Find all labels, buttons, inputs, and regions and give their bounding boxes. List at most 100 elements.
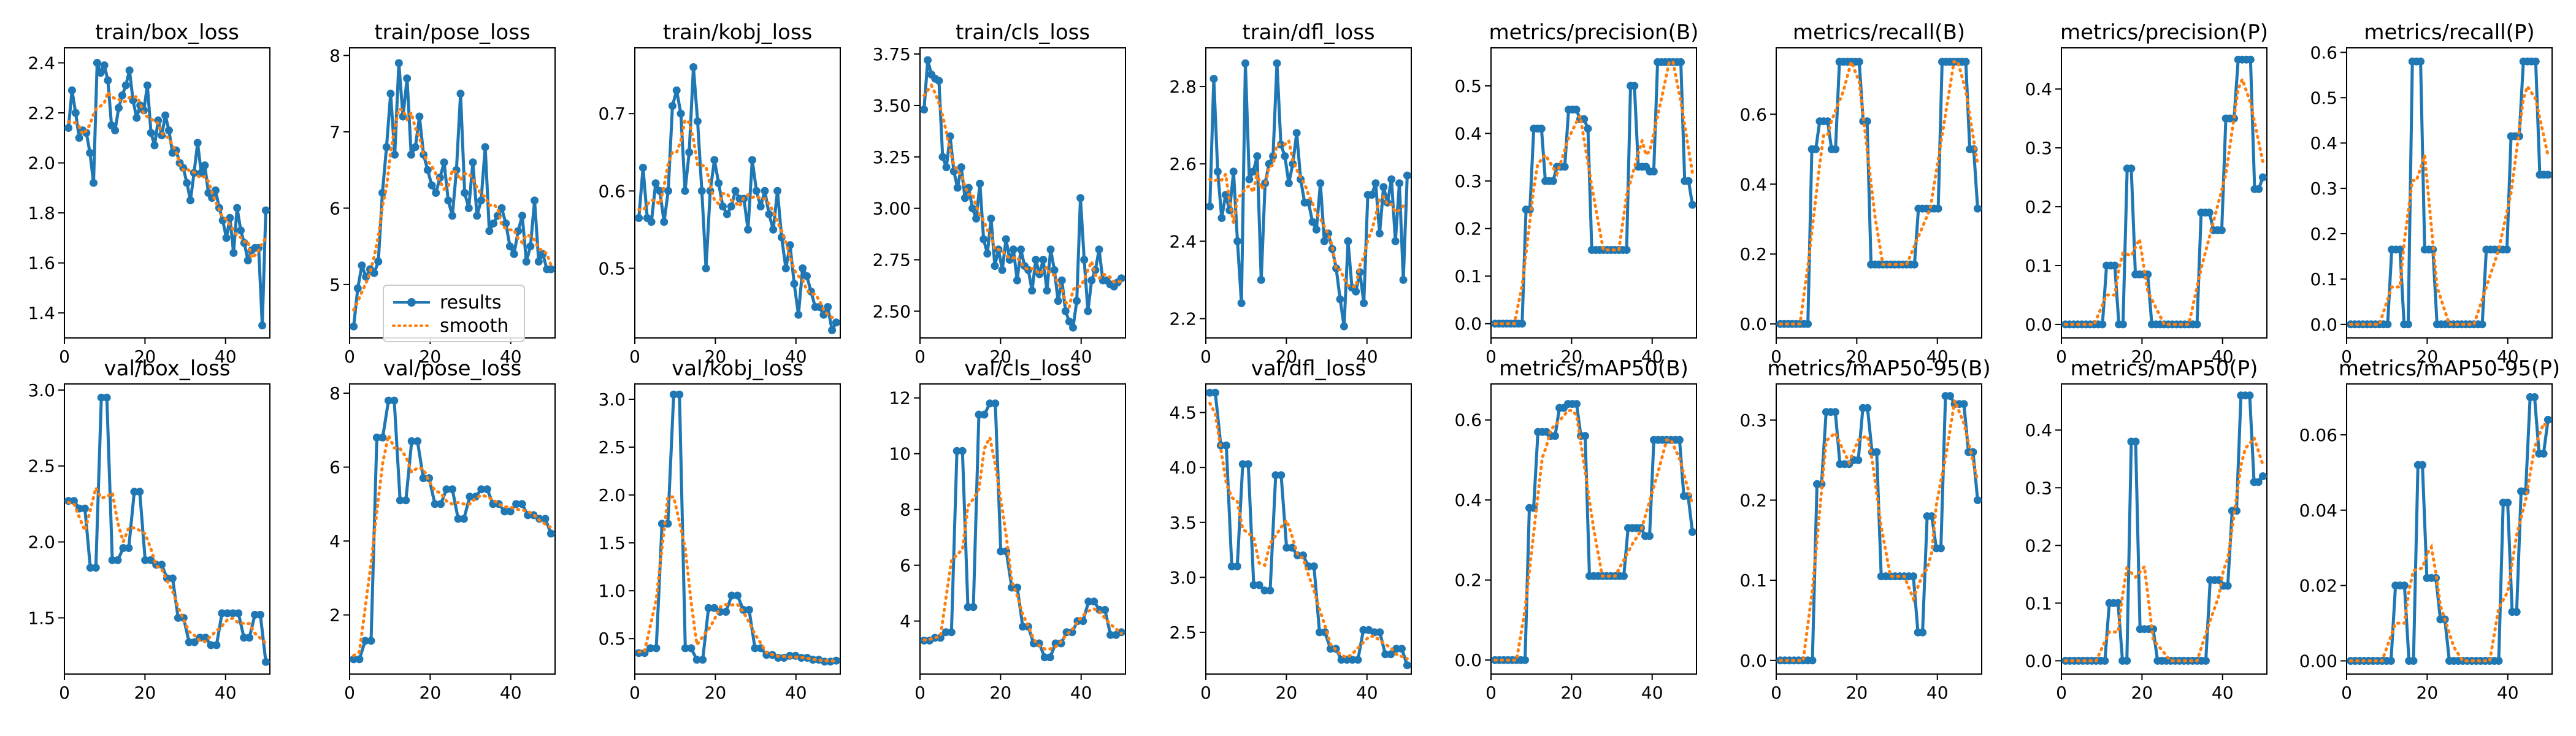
results-point: [1054, 297, 1062, 305]
results-point: [675, 390, 684, 399]
results-point: [427, 181, 436, 190]
results-point: [2531, 393, 2539, 401]
results-point: [541, 515, 550, 523]
results-point: [2417, 57, 2425, 66]
results-point: [432, 189, 440, 197]
results-point: [727, 202, 735, 211]
results-point: [1315, 628, 1324, 637]
results-point: [2131, 437, 2140, 446]
results-point: [1213, 167, 1222, 176]
results-point: [1376, 628, 1384, 637]
axes-frame: [349, 383, 556, 675]
results-point: [534, 258, 543, 266]
results-point: [86, 148, 94, 157]
results-point: [920, 105, 929, 114]
x-tick-label: 0: [1485, 347, 1497, 367]
results-point: [991, 399, 1000, 408]
results-point: [986, 399, 994, 408]
x-tick-label: 20: [705, 347, 727, 367]
results-point: [506, 507, 515, 516]
x-tick-label: 20: [420, 683, 442, 703]
results-point: [1549, 177, 1557, 185]
results-point: [1946, 392, 1954, 401]
chart-title: val/pose_loss: [383, 356, 522, 381]
results-point: [752, 186, 761, 195]
results-point: [130, 488, 139, 496]
y-tick-label: 0.7: [598, 104, 626, 124]
results-point: [1688, 201, 1696, 209]
results-point: [374, 258, 383, 266]
results-point: [415, 112, 424, 121]
chart-panel: val/pose_loss 0 20 40 2 4 6 8: [329, 356, 556, 703]
results-point: [832, 318, 840, 327]
results-point: [1649, 167, 1658, 176]
smooth-line: [2349, 421, 2550, 662]
y-tick-label: 0.0: [1739, 651, 1767, 671]
results-point: [1873, 448, 1881, 456]
results-point: [1068, 628, 1076, 637]
axes-frame: [2061, 383, 2267, 675]
x-tick-label: 20: [1276, 683, 1298, 703]
results-point: [1249, 167, 1257, 176]
smooth-line: [2064, 434, 2264, 662]
results-point: [1919, 628, 1927, 637]
axes-frame: [64, 47, 270, 339]
chart-title: train/cls_loss: [956, 20, 1090, 45]
chart-title: metrics/recall(P): [2364, 20, 2534, 45]
results-point: [413, 437, 422, 445]
results-point: [1403, 171, 1411, 180]
results-point: [2531, 57, 2540, 66]
results-point: [207, 641, 215, 650]
results-point: [722, 608, 730, 616]
results-point: [497, 204, 506, 212]
results-point: [672, 86, 681, 94]
results-point: [832, 656, 840, 665]
y-tick-label: 12: [889, 388, 911, 408]
results-point: [2098, 320, 2107, 329]
results-point: [697, 186, 706, 195]
y-tick-label: 6: [329, 198, 340, 218]
results-point: [2383, 320, 2392, 329]
y-tick-label: 3.0: [598, 389, 626, 410]
results-point: [91, 564, 100, 572]
results-point: [1336, 295, 1344, 304]
x-tick-label: 40: [1070, 347, 1092, 367]
chart-title: metrics/precision(P): [2060, 20, 2268, 45]
results-point: [972, 214, 981, 223]
results-point: [102, 393, 111, 402]
results-point: [2386, 657, 2395, 665]
results-point: [1308, 218, 1317, 226]
y-tick-label: 2.2: [28, 103, 55, 123]
results-point: [201, 634, 210, 642]
results-point: [2502, 245, 2511, 254]
results-point: [104, 76, 112, 85]
results-point: [261, 206, 270, 215]
smooth-line: [922, 82, 1123, 311]
results-point: [390, 396, 399, 405]
y-tick-label: 0.3: [2025, 138, 2052, 158]
results-point: [1808, 656, 1817, 665]
results-point: [2543, 415, 2552, 424]
results-point: [1050, 266, 1059, 274]
y-tick-label: 1.6: [28, 253, 55, 274]
y-tick-label: 0.2: [1739, 490, 1767, 510]
y-tick-label: 0.0: [2025, 651, 2052, 671]
results-point: [197, 169, 205, 177]
y-tick-label: 0.1: [1454, 266, 1482, 286]
results-point: [1046, 245, 1055, 254]
y-tick-label: 0.2: [1454, 570, 1482, 591]
chart-panel: val/dfl_loss 0 20 40 2.5 3.0 3.5 4.0 4.5: [1169, 356, 1412, 703]
results-point: [1282, 543, 1291, 552]
results-point: [201, 161, 209, 170]
y-tick-label: 0.5: [2310, 88, 2337, 108]
results-point: [953, 447, 961, 455]
results-point: [396, 496, 404, 505]
results-point: [2258, 472, 2267, 480]
results-point: [245, 634, 254, 642]
results-point: [1309, 562, 1318, 570]
results-point: [64, 124, 73, 132]
chart-title: val/box_loss: [104, 356, 231, 381]
x-tick-label: 0: [629, 347, 640, 367]
results-point: [734, 591, 742, 600]
